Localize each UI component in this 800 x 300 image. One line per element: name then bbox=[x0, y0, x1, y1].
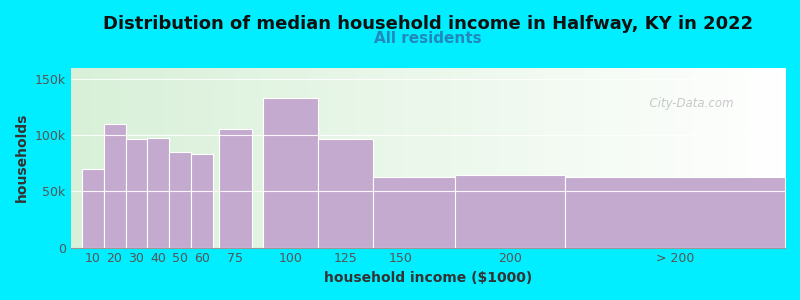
Text: City-Data.com: City-Data.com bbox=[642, 97, 734, 110]
Bar bbox=[373, 177, 482, 248]
Text: All residents: All residents bbox=[374, 31, 482, 46]
Bar bbox=[126, 139, 147, 247]
Bar bbox=[318, 139, 373, 247]
Bar bbox=[170, 152, 191, 248]
Bar bbox=[82, 169, 103, 248]
Bar bbox=[565, 177, 785, 248]
Bar bbox=[219, 128, 252, 248]
Bar bbox=[191, 154, 214, 248]
Title: Distribution of median household income in Halfway, KY in 2022: Distribution of median household income … bbox=[102, 15, 753, 33]
Y-axis label: households: households bbox=[15, 113, 29, 202]
Bar bbox=[103, 124, 126, 248]
Bar bbox=[147, 137, 170, 248]
X-axis label: household income ($1000): household income ($1000) bbox=[324, 271, 532, 285]
Bar bbox=[455, 175, 565, 248]
Bar bbox=[263, 98, 318, 248]
